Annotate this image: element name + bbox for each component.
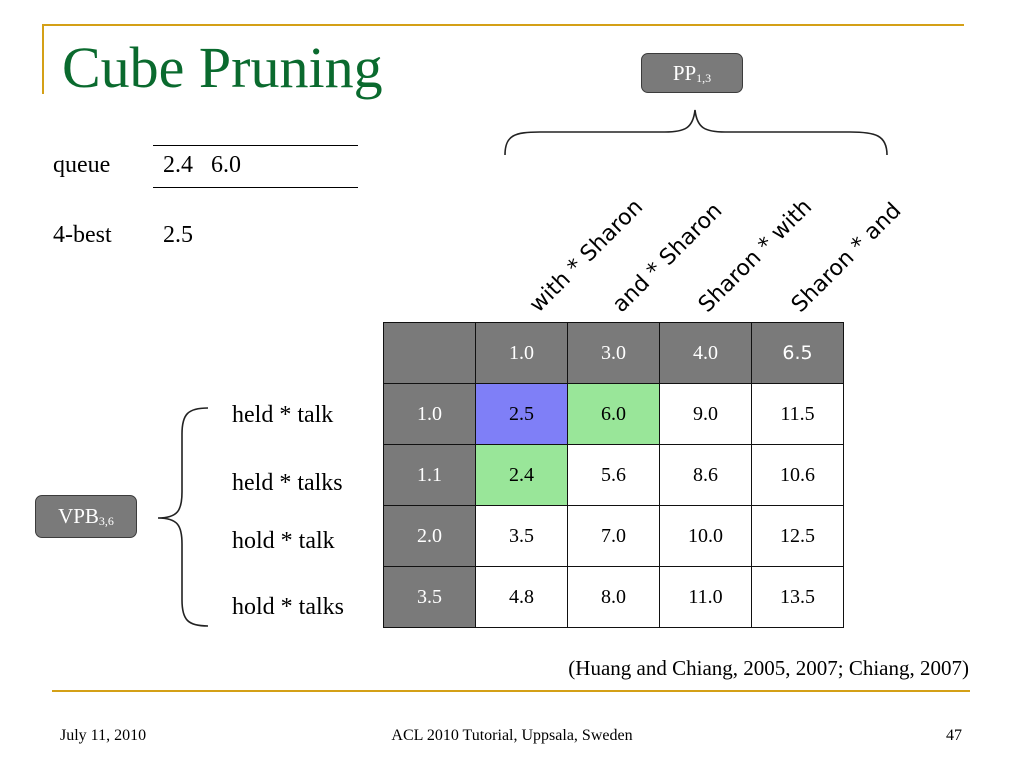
grid-cell: 7.0	[567, 505, 660, 567]
col-score-4: 6.5	[751, 322, 844, 384]
grid-row-3: 2.0 3.5 7.0 10.0 12.5	[383, 505, 844, 567]
bottom-rule	[52, 690, 970, 692]
vpb-tag-label: VPB	[58, 504, 99, 528]
grid-cell-best: 2.5	[475, 383, 568, 445]
grid-cell: 4.8	[475, 566, 568, 628]
row-score-4: 3.5	[383, 566, 476, 628]
grid-cell: 5.6	[567, 444, 660, 506]
grid-row-2: 1.1 2.4 5.6 8.6 10.6	[383, 444, 844, 506]
grid-cell: 10.0	[659, 505, 752, 567]
vpb-tag: VPB3,6	[35, 495, 137, 538]
pp-tag-label: PP	[672, 61, 697, 85]
grid-header-row: 1.0 3.0 4.0 6.5	[383, 322, 844, 384]
grid-row-1: 1.0 2.5 6.0 9.0 11.5	[383, 383, 844, 445]
best-value: 2.5	[163, 222, 193, 248]
grid-corner-cell	[383, 322, 476, 384]
queue-values: 2.4 6.0	[163, 152, 241, 178]
best-label: 4-best	[53, 222, 112, 248]
queue-rule-top	[153, 145, 358, 146]
col-score-3: 4.0	[659, 322, 752, 384]
pp-tag-subscript: 1,3	[696, 71, 712, 85]
row-label-1: held * talk	[232, 402, 334, 428]
left-rule	[42, 24, 44, 94]
slide-title: Cube Pruning	[62, 35, 383, 100]
grid-cell-queue: 6.0	[567, 383, 660, 445]
left-brace	[157, 407, 209, 627]
grid-cell: 10.6	[751, 444, 844, 506]
grid-cell: 12.5	[751, 505, 844, 567]
row-score-1: 1.0	[383, 383, 476, 445]
grid-cell: 11.5	[751, 383, 844, 445]
row-label-3: hold * talk	[232, 528, 335, 554]
grid-cell: 9.0	[659, 383, 752, 445]
pp-tag: PP1,3	[641, 53, 743, 93]
col-score-2: 3.0	[567, 322, 660, 384]
grid-cell: 3.5	[475, 505, 568, 567]
footer-event: ACL 2010 Tutorial, Uppsala, Sweden	[391, 727, 633, 744]
grid-cell: 11.0	[659, 566, 752, 628]
footer-date: July 11, 2010	[60, 727, 147, 744]
grid-cell: 13.5	[751, 566, 844, 628]
row-label-4: hold * talks	[232, 594, 344, 620]
grid-row-4: 3.5 4.8 8.0 11.0 13.5	[383, 566, 844, 628]
citation: (Huang and Chiang, 2005, 2007; Chiang, 2…	[568, 656, 969, 680]
grid-cell: 8.0	[567, 566, 660, 628]
row-score-2: 1.1	[383, 444, 476, 506]
col-score-1: 1.0	[475, 322, 568, 384]
grid-cell: 8.6	[659, 444, 752, 506]
top-rule	[42, 24, 964, 26]
queue-label: queue	[53, 152, 111, 178]
row-label-2: held * talks	[232, 470, 343, 496]
grid-cell-queue: 2.4	[475, 444, 568, 506]
queue-rule-bottom	[153, 187, 358, 188]
top-brace	[504, 109, 888, 156]
vpb-tag-subscript: 3,6	[98, 514, 114, 528]
footer-page-number: 47	[946, 727, 962, 744]
row-score-3: 2.0	[383, 505, 476, 567]
cube-grid: 1.0 3.0 4.0 6.5 1.0 2.5 6.0 9.0 11.5 1.1…	[383, 322, 844, 628]
